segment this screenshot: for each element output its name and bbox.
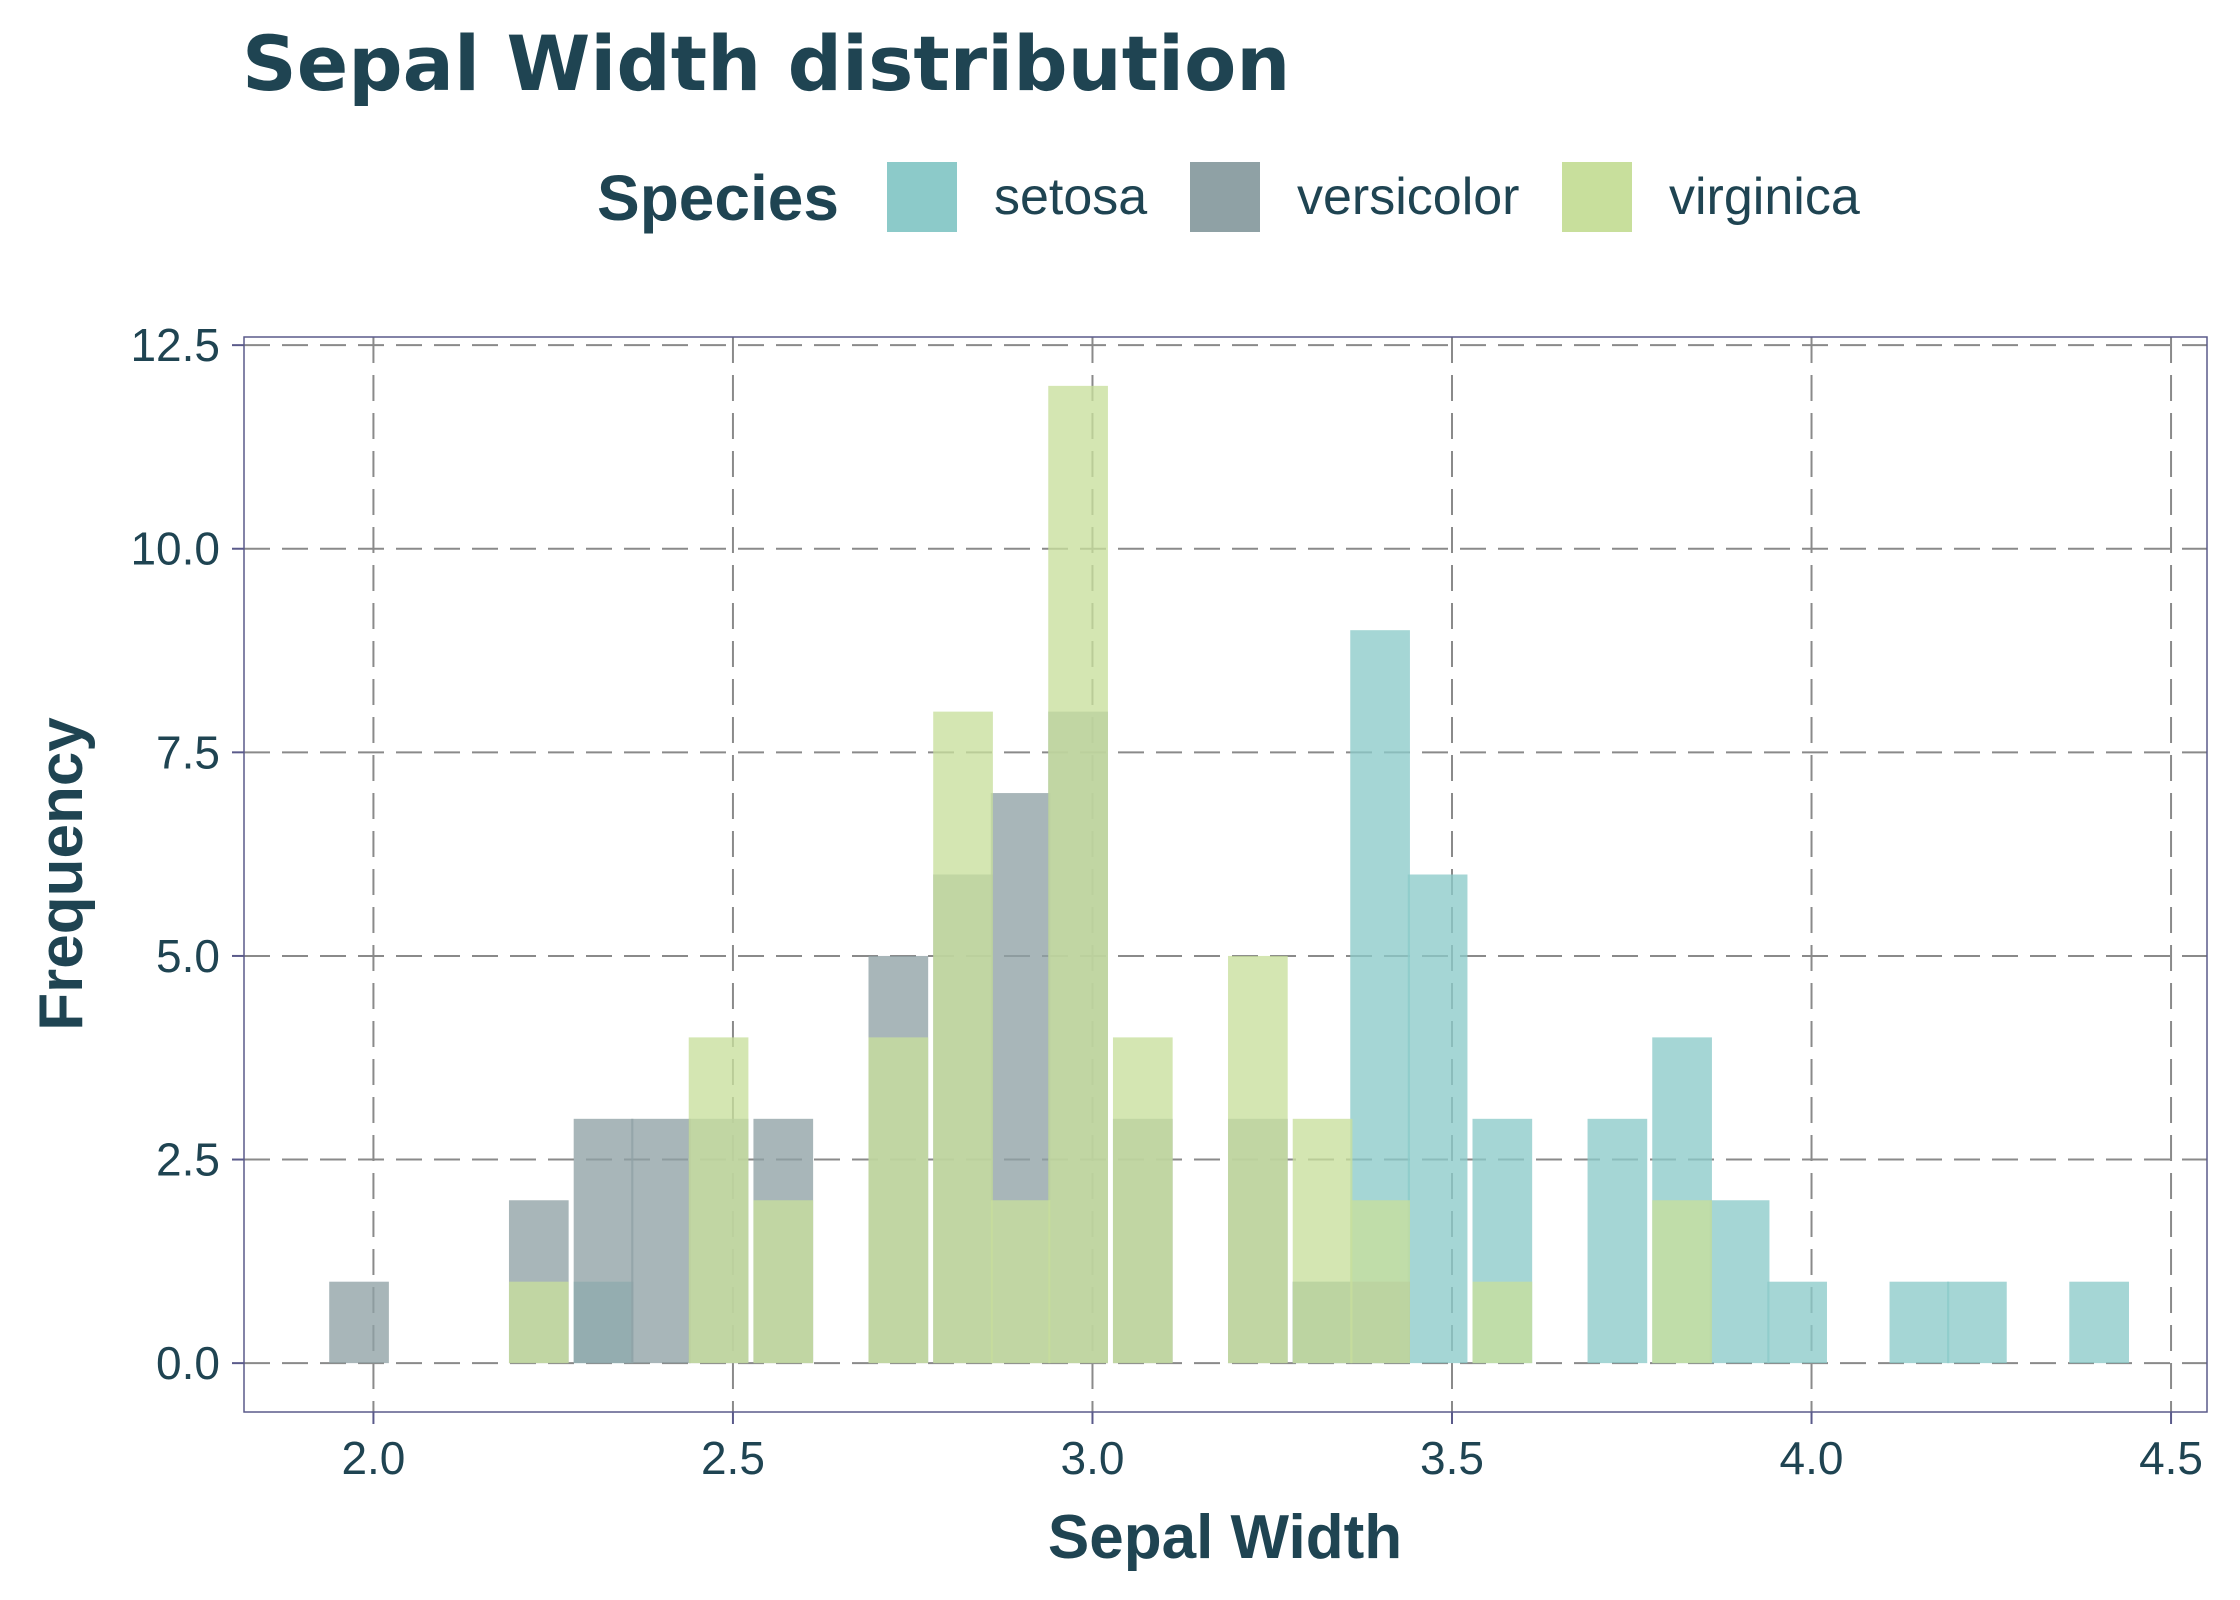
bar-virginica [1292,1118,1353,1364]
bar-virginica [868,1037,929,1364]
legend-key-setosa [887,162,957,232]
y-axis-title: Frequency [27,717,96,1031]
bar-virginica [1112,1037,1173,1364]
x-axis-ticks: 2.0 2.5 3.0 3.5 4.0 4.5 [341,1412,2203,1484]
x-tick-label: 4.0 [1780,1432,1844,1484]
x-tick-label: 4.5 [2139,1432,2203,1484]
y-tick-label: 7.5 [156,726,220,778]
bar-setosa [2069,1281,2129,1364]
plot-panel-border [243,336,2208,1413]
legend-label-versicolor: versicolor [1297,168,1520,226]
bar-virginica [508,1281,569,1364]
legend-key-virginica [1562,162,1632,232]
bar-virginica [1472,1281,1533,1364]
y-tick-label: 2.5 [156,1134,220,1186]
legend-label-virginica: virginica [1669,168,1860,226]
legend-label-setosa: setosa [994,168,1147,226]
bar-setosa [1767,1281,1827,1364]
x-axis-title: Sepal Width [1048,1503,1402,1572]
bar-virginica [990,1200,1051,1364]
y-axis-ticks: 0.0 2.5 5.0 7.5 10.0 12.5 [130,319,244,1389]
bar-virginica [1652,1200,1712,1364]
bar-versicolor [573,1118,634,1364]
bar-virginica [753,1200,814,1364]
x-tick-label: 2.0 [341,1432,405,1484]
legend: Species setosa versicolor virginica [597,162,1860,234]
x-tick-label: 3.5 [1420,1432,1484,1484]
bar-setosa [1407,874,1468,1364]
chart-title: Sepal Width distribution [242,19,1291,108]
legend-key-versicolor [1190,162,1260,232]
x-tick-label: 2.5 [701,1432,765,1484]
y-tick-label: 12.5 [130,319,220,371]
bar-virginica [1228,955,1288,1364]
x-tick-label: 3.0 [1060,1432,1124,1484]
bar-setosa [1889,1281,1950,1364]
legend-title: Species [597,162,839,234]
bar-setosa [1587,1118,1648,1364]
y-tick-label: 10.0 [130,523,220,575]
y-tick-label: 0.0 [156,1337,220,1389]
bar-setosa [1709,1200,1770,1364]
bar-virginica [688,1037,749,1364]
series-virginica [508,385,1712,1364]
bar-setosa [1947,1281,2007,1364]
bar-virginica [933,711,993,1364]
bar-versicolor [329,1281,389,1364]
y-tick-label: 5.0 [156,930,220,982]
bar-versicolor [631,1118,691,1364]
bar-virginica [1350,1200,1410,1364]
bars [329,385,2129,1364]
bar-virginica [1048,385,1108,1364]
